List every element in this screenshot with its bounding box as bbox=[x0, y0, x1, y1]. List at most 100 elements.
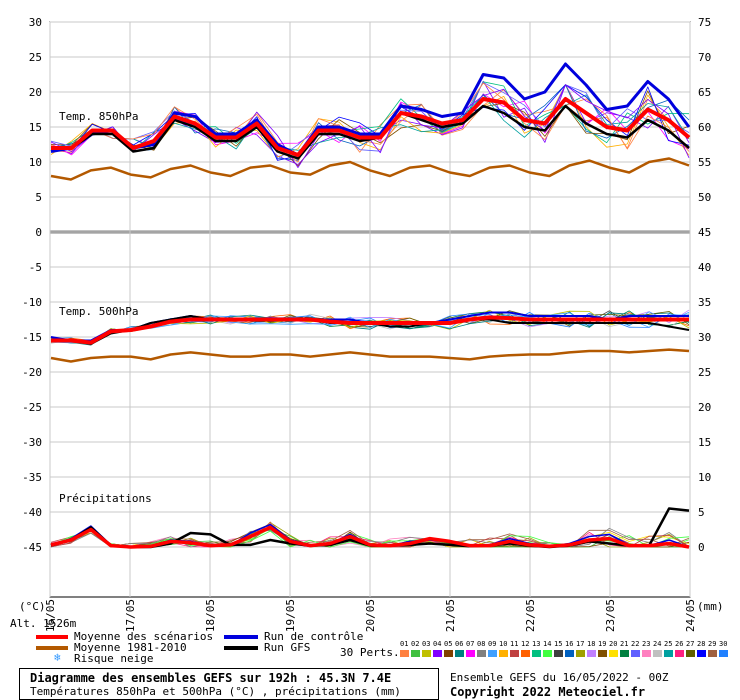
left-tick-label: 25 bbox=[29, 51, 42, 64]
left-tick-label: -15 bbox=[22, 331, 42, 344]
right-tick-label: 20 bbox=[698, 401, 711, 414]
pert-number: 11 bbox=[510, 640, 519, 648]
pert-number: 16 bbox=[565, 640, 574, 648]
precip-mean-line bbox=[50, 525, 690, 549]
right-tick-label: 15 bbox=[698, 436, 711, 449]
right-tick-label: 60 bbox=[698, 121, 711, 134]
footer-box: Diagramme des ensembles GEFS sur 192h : … bbox=[19, 668, 439, 700]
x-tick-label: 17/05 bbox=[124, 599, 137, 632]
right-tick-label: 25 bbox=[698, 366, 711, 379]
left-tick-label: 0 bbox=[35, 226, 42, 239]
pert-number: 05 bbox=[444, 640, 453, 648]
pert-swatch bbox=[620, 650, 629, 657]
t500-clim-line bbox=[50, 348, 690, 363]
left-tick-label: 20 bbox=[29, 86, 42, 99]
control-swatch bbox=[224, 635, 258, 639]
x-tick-label: 21/05 bbox=[444, 599, 457, 632]
right-tick-label: 10 bbox=[698, 471, 711, 484]
right-tick-label: 35 bbox=[698, 296, 711, 309]
pert-number: 19 bbox=[598, 640, 607, 648]
pert-swatch bbox=[521, 650, 530, 657]
t500-mean-line bbox=[51, 315, 689, 345]
pert-number: 09 bbox=[488, 640, 497, 648]
pert-swatch bbox=[477, 650, 486, 657]
pert-number: 30 bbox=[719, 640, 728, 648]
pert-number: 27 bbox=[686, 640, 695, 648]
pert-number: 13 bbox=[532, 640, 541, 648]
pert-number: 02 bbox=[411, 640, 420, 648]
left-tick-label: 30 bbox=[29, 16, 42, 29]
x-tick-label: 22/05 bbox=[524, 599, 537, 632]
pert-number: 29 bbox=[708, 640, 717, 648]
pert-swatch bbox=[543, 650, 552, 657]
chart-grid bbox=[49, 21, 691, 598]
pert-number: 10 bbox=[499, 640, 508, 648]
right-tick-label: 0 bbox=[698, 541, 705, 554]
pert-swatch bbox=[532, 650, 541, 657]
legend-mean: Moyenne des scénarios bbox=[74, 630, 214, 643]
pert-swatch bbox=[422, 650, 431, 657]
pert-number: 23 bbox=[642, 640, 651, 648]
right-tick-label: 75 bbox=[698, 16, 711, 29]
left-tick-label: -5 bbox=[29, 261, 42, 274]
pert-swatch bbox=[411, 650, 420, 657]
legend-control: Run de contrôle bbox=[264, 630, 364, 643]
pert-number: 15 bbox=[554, 640, 563, 648]
precip-panel-label: Précipitations bbox=[59, 492, 152, 505]
left-axis-unit: (°C) bbox=[19, 600, 46, 613]
footer-subtitle: Températures 850hPa et 500hPa (°C) , pré… bbox=[30, 685, 401, 698]
left-tick-label: -45 bbox=[22, 541, 42, 554]
t850-perturbation-line bbox=[50, 82, 690, 163]
pert-number: 18 bbox=[587, 640, 596, 648]
pert-swatch bbox=[444, 650, 453, 657]
right-tick-label: 65 bbox=[698, 86, 711, 99]
mean-swatch bbox=[36, 635, 68, 639]
t850-perturbation-line bbox=[50, 82, 690, 160]
pert-swatch bbox=[642, 650, 651, 657]
pert-swatch bbox=[433, 650, 442, 657]
pert-number: 12 bbox=[521, 640, 530, 648]
pert-number: 06 bbox=[455, 640, 464, 648]
chart-series bbox=[50, 62, 691, 549]
t850-panel-label: Temp. 850hPa bbox=[59, 110, 138, 123]
pert-swatch bbox=[686, 650, 695, 657]
clim-swatch bbox=[36, 646, 68, 650]
x-tick-label: 16/05 bbox=[44, 599, 57, 632]
pert-number: 17 bbox=[576, 640, 585, 648]
pert-swatch bbox=[565, 650, 574, 657]
footer-title: Diagramme des ensembles GEFS sur 192h : … bbox=[30, 671, 392, 685]
x-tick-label: 23/05 bbox=[604, 599, 617, 632]
left-tick-label: -10 bbox=[22, 296, 42, 309]
t500-panel-label: Temp. 500hPa bbox=[59, 305, 138, 318]
pert-swatch bbox=[587, 650, 596, 657]
pert-swatch bbox=[664, 650, 673, 657]
pert-number: 21 bbox=[620, 640, 629, 648]
left-tick-label: -30 bbox=[22, 436, 42, 449]
pert-number: 01 bbox=[400, 640, 409, 648]
left-tick-label: 5 bbox=[35, 191, 42, 204]
legend-clim: Moyenne 1981-2010 bbox=[74, 641, 187, 654]
x-tick-label: 19/05 bbox=[284, 599, 297, 632]
pert-number: 24 bbox=[653, 640, 662, 648]
pert-swatch bbox=[576, 650, 585, 657]
t850-perturbation-line bbox=[50, 94, 690, 153]
left-tick-label: -20 bbox=[22, 366, 42, 379]
pert-swatch bbox=[653, 650, 662, 657]
pert-swatch bbox=[631, 650, 640, 657]
pert-swatch bbox=[466, 650, 475, 657]
snowflake-icon: ❄ bbox=[54, 651, 61, 664]
legend-perts: 30 Perts. bbox=[340, 646, 400, 659]
pert-number: 04 bbox=[433, 640, 442, 648]
left-tick-label: -35 bbox=[22, 471, 42, 484]
right-axis-unit: (mm) bbox=[697, 600, 724, 613]
pert-swatch bbox=[488, 650, 497, 657]
pert-number: 22 bbox=[631, 640, 640, 648]
pert-swatch bbox=[554, 650, 563, 657]
right-tick-label: 40 bbox=[698, 261, 711, 274]
pert-swatch bbox=[598, 650, 607, 657]
left-tick-label: 10 bbox=[29, 156, 42, 169]
pert-swatch bbox=[719, 650, 728, 657]
right-tick-label: 5 bbox=[698, 506, 705, 519]
pert-number: 25 bbox=[664, 640, 673, 648]
